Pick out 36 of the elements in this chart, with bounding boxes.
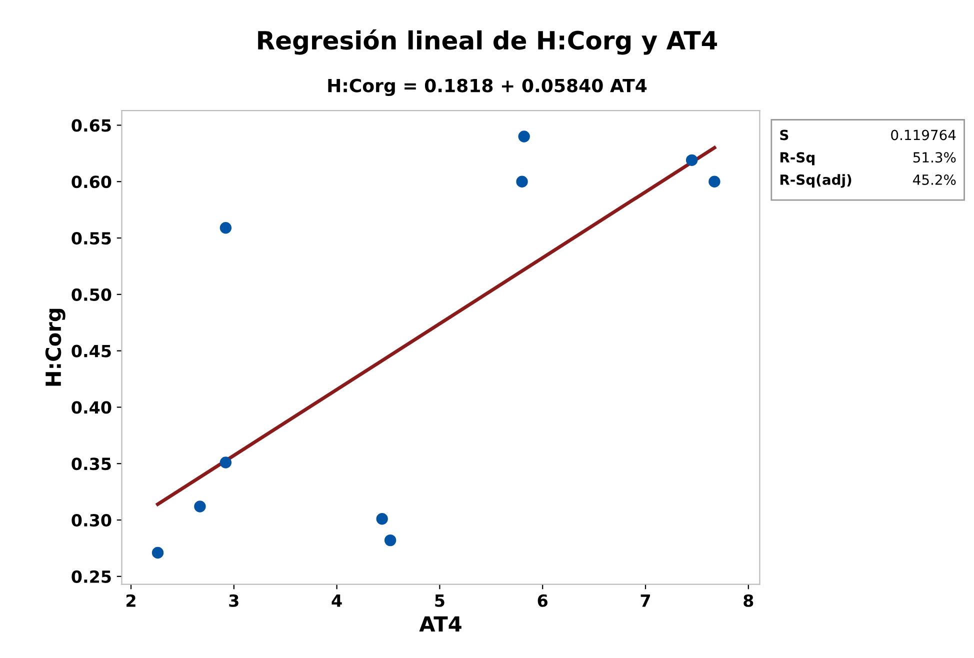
point — [384, 534, 396, 546]
y-axis-title: H:Corg — [45, 308, 66, 386]
x-tick-label: 4 — [332, 594, 342, 607]
chart-title: Regresión lineal de H:Corg y AT4 — [258, 29, 718, 55]
y-tick-label: 0.50 — [72, 288, 112, 301]
y-tick-label: 0.30 — [72, 514, 112, 527]
x-tick-label: 2 — [126, 594, 136, 607]
x-tick-label: 7 — [640, 594, 650, 607]
y-tick-label: 0.35 — [72, 458, 111, 470]
point — [708, 176, 720, 188]
x-tick-label: 6 — [538, 594, 548, 607]
x-tick-label: 5 — [435, 594, 444, 607]
chart-subtitle: H:Corg = 0.1818 + 0.05840 AT4 — [328, 78, 647, 96]
point — [518, 130, 530, 142]
y-tick-label: 0.25 — [72, 570, 111, 583]
point — [376, 513, 388, 525]
x-axis-title: AT4 — [419, 616, 462, 632]
text: R-Sq(adj) — [780, 174, 852, 188]
text: 51.3% — [913, 152, 956, 163]
y-tick-label: 0.45 — [72, 344, 111, 358]
x-tick-label: 3 — [229, 594, 238, 607]
y-tick-label: 0.55 — [72, 232, 111, 245]
point — [686, 154, 698, 166]
x-tick-label: 8 — [744, 594, 754, 607]
text: R-Sq — [780, 152, 814, 166]
point — [220, 456, 232, 468]
point — [152, 546, 164, 559]
y-tick-label: 0.60 — [72, 176, 112, 188]
point — [516, 176, 528, 188]
point — [194, 500, 206, 512]
point — [220, 222, 232, 234]
text: 0.119764 — [891, 130, 956, 140]
text: 45.2% — [913, 174, 956, 185]
y-tick-label: 0.40 — [72, 401, 112, 414]
y-tick-label: 0.65 — [72, 119, 111, 132]
text: S — [780, 130, 788, 140]
